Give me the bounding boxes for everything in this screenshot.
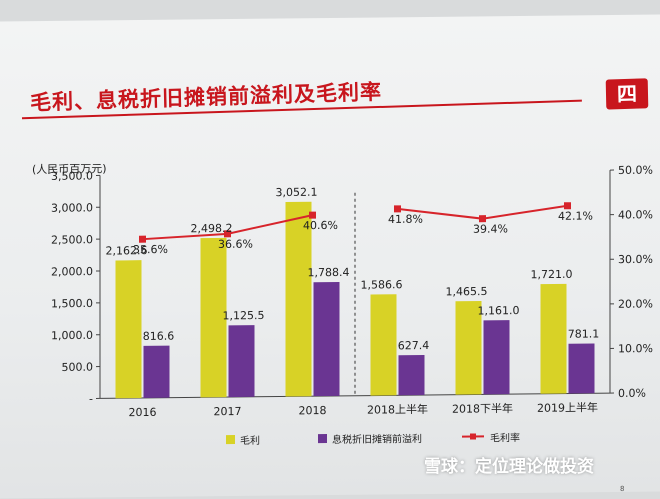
legend-label-gross-profit: 毛利: [240, 435, 260, 447]
y-left-tick-label: 2,000.0: [51, 265, 93, 278]
y-left-tick-label: 3,500.0: [51, 169, 93, 182]
gross-margin-label: 40.6%: [303, 219, 338, 232]
gross-margin-point: [564, 202, 571, 209]
ebitda-label: 1,161.0: [478, 304, 520, 317]
gross-margin-point: [479, 215, 486, 222]
gross-profit-bar: [541, 284, 567, 394]
y-left-tick-label: 2,500.0: [51, 233, 93, 246]
legend-marker-gross-margin: [470, 433, 476, 439]
ebitda-bar: [314, 282, 340, 396]
watermark: 雪球：定位理论做投资: [424, 452, 594, 477]
y-left-tick-label: 1,500.0: [51, 297, 93, 310]
x-tick-label: 2017: [214, 405, 242, 418]
gross-profit-bar: [116, 260, 142, 398]
y-left-tick-label: 500.0: [62, 361, 93, 374]
data-labels: 2,162.62,498.23,052.11,586.61,465.51,721…: [106, 183, 600, 356]
legend-swatch-ebitda: [318, 434, 327, 443]
chart: 3,500.0 3,000.0 2,500.0 2,000.0 1,500.0 1,000…: [0, 15, 660, 499]
y-left-tick-label: 3,000.0: [51, 201, 93, 214]
x-tick-label: 2016: [129, 406, 157, 419]
ebitda-label: 627.4: [398, 339, 429, 352]
gross-margin-point: [394, 205, 401, 212]
ebitda-bar: [399, 355, 425, 395]
gross-margin-label: 39.4%: [473, 222, 508, 235]
ebitda-bar: [144, 346, 170, 398]
gross-profit-label: 1,465.5: [446, 285, 488, 298]
gross-profit-label: 3,052.1: [276, 186, 318, 199]
gross-margin-label: 36.6%: [218, 238, 253, 251]
x-tick-label: 2019上半年: [537, 400, 598, 415]
legend-label-ebitda: 息税折旧摊销前溢利: [332, 432, 422, 446]
gross-profit-label: 1,721.0: [531, 268, 573, 281]
ebitda-label: 781.1: [568, 327, 599, 340]
gross-margin-point: [309, 212, 316, 219]
gross-profit-label: 1,586.6: [361, 278, 403, 291]
y-right-tick-label: 30.0%: [618, 253, 653, 266]
x-tick-label: 2018下半年: [452, 401, 513, 416]
x-tick-label: 2018: [299, 404, 327, 417]
ebitda-label: 1,788.4: [308, 266, 350, 279]
y-right-tick-label: 40.0%: [618, 208, 653, 221]
ebitda-label: 1,125.5: [223, 309, 265, 322]
y-right-tick-label: 10.0%: [618, 342, 653, 355]
legend-swatch-gross-profit: [226, 435, 235, 444]
y-right-tick-label: 0.0%: [618, 387, 646, 400]
ebitda-bar: [229, 325, 255, 397]
gross-margin-label: 41.8%: [388, 213, 423, 226]
gross-margin-label: 35.6%: [133, 243, 168, 256]
ebitda-bar: [484, 320, 510, 394]
y-left-tick-label: -: [89, 392, 93, 405]
gross-profit-label: 2,498.2: [191, 222, 233, 235]
x-tick-label: 2018上半年: [367, 402, 428, 417]
gross-profit-bar: [371, 294, 397, 395]
y-right-tick-label: 20.0%: [618, 297, 653, 310]
gross-margin-point: [139, 236, 146, 243]
page-number: 8: [620, 485, 624, 493]
legend-label-gross-margin: 毛利率: [490, 431, 520, 444]
gross-margin-label: 42.1%: [558, 209, 593, 222]
ebitda-label: 816.6: [143, 330, 174, 343]
ebitda-bar: [569, 343, 595, 393]
y-right-tick-label: 50.0%: [618, 164, 653, 177]
legend: 毛利 息税折旧摊销前溢利 毛利率: [226, 431, 520, 447]
y-left-tick-label: 1,000.0: [51, 329, 93, 342]
